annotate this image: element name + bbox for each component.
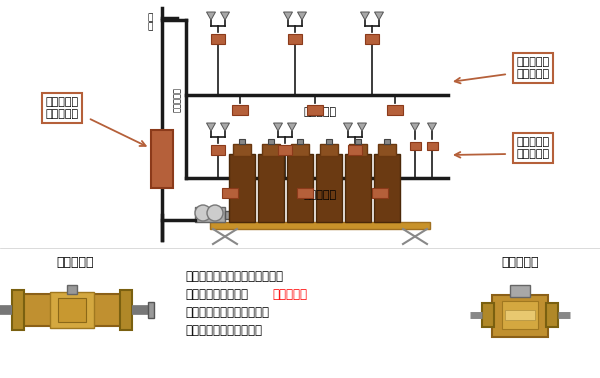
Bar [287,154,313,222]
Bar [348,145,362,155]
Text: 安全器の構造規格として従来の: 安全器の構造規格として従来の [185,270,283,283]
Bar [211,145,225,155]
Polygon shape [274,123,283,131]
Bar [546,303,558,327]
Bar [239,139,245,144]
Text: 水封式安全器に加え: 水封式安全器に加え [185,288,248,301]
Polygon shape [343,123,353,131]
Text: （労働省告示１１６号）: （労働省告示１１６号） [185,324,262,337]
Bar [355,139,361,144]
Text: 壁
押: 壁 押 [148,13,152,31]
Text: も同等扱いとなりました。: も同等扱いとなりました。 [185,306,269,319]
Polygon shape [427,123,437,131]
Bar [510,285,530,297]
Bar [50,292,94,328]
Bar [482,303,494,327]
Bar [278,145,292,155]
Text: 乾式安全器: 乾式安全器 [272,288,307,301]
Bar [211,34,225,44]
Text: 二次安全器
中型安全器: 二次安全器 中型安全器 [517,57,550,79]
Bar [232,105,248,115]
Bar [372,188,388,198]
Bar [195,207,225,222]
Bar [409,142,421,150]
Bar [17,294,127,326]
Text: ２次分岐管: ２次分岐管 [304,190,337,200]
Bar [148,302,154,318]
Bar [365,34,379,44]
Text: 乾式安全器: 乾式安全器 [501,256,539,269]
Polygon shape [206,123,215,131]
Bar [297,188,313,198]
Text: 乾式安全器: 乾式安全器 [56,256,94,269]
Bar [233,144,251,156]
Text: １次分岐管: １次分岐管 [173,87,182,113]
Bar [67,285,77,294]
Bar [288,34,302,44]
Bar [384,139,390,144]
Bar [297,139,303,144]
Bar [345,154,371,222]
Bar [225,211,237,219]
Bar [262,144,280,156]
Polygon shape [284,12,293,20]
Polygon shape [358,123,367,131]
Bar [326,139,332,144]
Bar [229,154,255,222]
Polygon shape [221,12,229,20]
Text: 二次安全器
小型安全器: 二次安全器 小型安全器 [517,137,550,159]
Polygon shape [410,123,419,131]
Bar [210,222,430,229]
Bar [349,144,367,156]
Bar [120,290,132,330]
Bar [320,144,338,156]
Bar [505,310,535,320]
Polygon shape [298,12,307,20]
Bar [291,144,309,156]
Bar [307,105,323,115]
Polygon shape [221,123,229,131]
Text: ２次分岐管: ２次分岐管 [304,107,337,117]
Circle shape [195,205,211,221]
Bar [502,301,538,329]
Bar [258,154,284,222]
Polygon shape [206,12,215,20]
Bar [316,154,342,222]
Bar [12,290,24,330]
Bar [222,188,238,198]
Bar [387,105,403,115]
Polygon shape [287,123,296,131]
Circle shape [207,205,223,221]
Bar [374,154,400,222]
Bar [378,144,396,156]
Bar [151,130,173,188]
Bar [268,139,274,144]
Bar [427,142,437,150]
Bar [492,295,548,337]
Polygon shape [374,12,383,20]
Bar [58,298,86,322]
Text: 一次安全器
大型安全器: 一次安全器 大型安全器 [46,97,79,119]
Polygon shape [361,12,370,20]
